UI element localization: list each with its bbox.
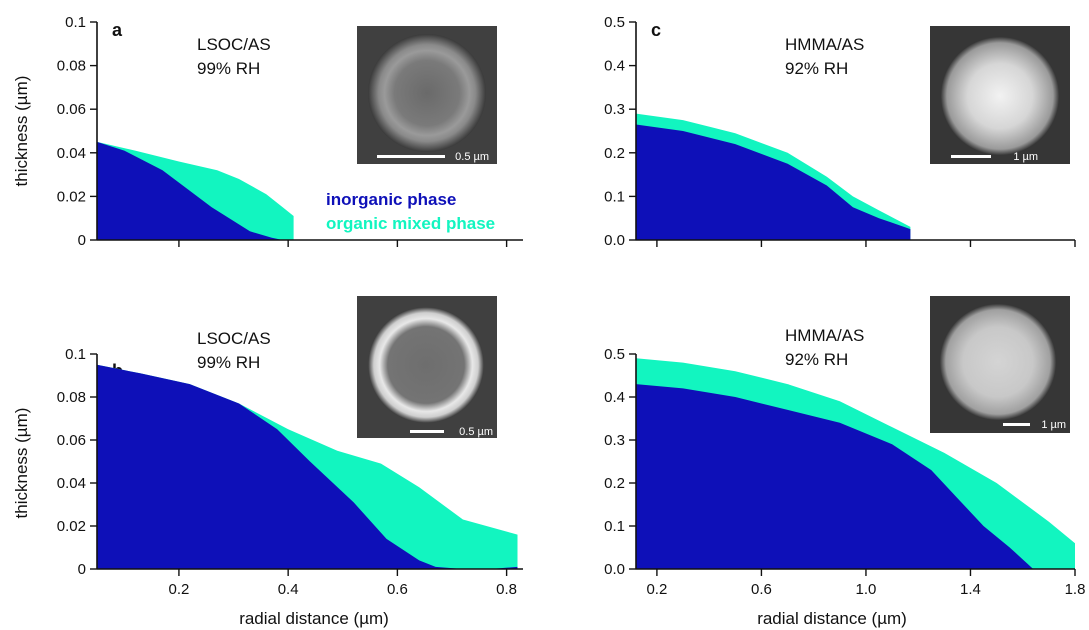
panel-a-ytick-label: 0.02	[57, 188, 86, 205]
panel-c-ytick-label: 0.4	[604, 58, 625, 75]
panel-b-annotation-sample: LSOC/AS	[197, 329, 271, 348]
panel-b-annotation-rh: 99% RH	[197, 353, 260, 372]
panel-d-xtick-label: 0.2	[646, 581, 667, 598]
panel-c-annotation-rh: 92% RH	[785, 59, 848, 78]
panel-b-xtick-label: 0.2	[168, 581, 189, 598]
panel-c-ytick-label: 0.5	[604, 14, 625, 31]
panel-a-ylabel: thickness (µm)	[12, 76, 31, 187]
panel-a-annotation-rh: 99% RH	[197, 59, 260, 78]
panel-c-scale-label: 1 µm	[1013, 151, 1038, 163]
panel-d-xtick-label: 1.4	[960, 581, 981, 598]
panel-d-xlabel: radial distance (µm)	[757, 609, 907, 628]
panel-d-ytick-label: 0.5	[604, 346, 625, 363]
panel-b-ytick-label: 0.1	[65, 346, 86, 363]
panel-d-xtick-label: 1.0	[856, 581, 877, 598]
panel-c-ytick-label: 0.1	[604, 188, 625, 205]
panel-b-inset-image: 0.5 µm	[357, 296, 497, 438]
panel-d-ytick-label: 0.0	[604, 561, 625, 578]
legend-inorganic-phase: inorganic phase	[326, 190, 456, 209]
panel-d-xtick-label: 0.6	[751, 581, 772, 598]
panel-b-scale-label: 0.5 µm	[459, 426, 493, 438]
panel-d-ytick-label: 0.1	[604, 518, 625, 535]
panel-c-plot: 0.0 0.1 0.2 0.3 0.4 0.5	[604, 14, 1076, 249]
panel-b-plot: 0 0.02 0.04 0.06 0.08 0.1 0.2 0.4 0.6 0.8	[57, 346, 523, 598]
panel-c-ytick-label: 0.2	[604, 145, 625, 162]
panel-d-scale-label: 1 µm	[1041, 419, 1066, 431]
panel-b-ytick-label: 0.04	[57, 475, 86, 492]
panel-a-ytick-label: 0.06	[57, 101, 86, 118]
panel-d-inset-image: 1 µm	[930, 296, 1070, 433]
panel-a-inset-image: 0.5 µm	[357, 26, 497, 164]
panel-a-letter: a	[112, 20, 123, 40]
panel-d-ytick-label: 0.4	[604, 389, 625, 406]
panel-b-xtick-label: 0.6	[387, 581, 408, 598]
panel-d-ytick-label: 0.2	[604, 475, 625, 492]
panel-b-xtick-label: 0.4	[278, 581, 299, 598]
legend-organic-mixed-phase: organic mixed phase	[326, 214, 495, 233]
panel-c-annotation-sample: HMMA/AS	[785, 35, 864, 54]
panel-b-xlabel: radial distance (µm)	[239, 609, 389, 628]
panel-b-inorganic-area	[97, 364, 518, 569]
panel-a-inorganic-area	[97, 141, 283, 240]
panel-a-plot: 0 0.02 0.04 0.06 0.08 0.1	[57, 14, 523, 249]
panel-c-letter: c	[651, 20, 661, 40]
panel-a-ytick-label: 0.1	[65, 14, 86, 31]
panel-a-ytick-label: 0	[78, 232, 86, 249]
panel-b-ylabel: thickness (µm)	[12, 408, 31, 519]
panel-a-ytick-label: 0.08	[57, 58, 86, 75]
panel-b-xtick-label: 0.8	[496, 581, 517, 598]
panel-c-inorganic-area	[636, 124, 911, 240]
panel-d-inorganic-area	[636, 384, 1034, 569]
panel-a-ytick-label: 0.04	[57, 145, 86, 162]
panel-a-scale-label: 0.5 µm	[455, 151, 489, 163]
panel-a-annotation-sample: LSOC/AS	[197, 35, 271, 54]
panel-c-ytick-label: 0.0	[604, 232, 625, 249]
panel-b-ytick-label: 0	[78, 561, 86, 578]
panel-b-ytick-label: 0.08	[57, 389, 86, 406]
panel-d-annotation-rh: 92% RH	[785, 350, 848, 369]
panel-d-xtick-label: 1.8	[1065, 581, 1086, 598]
panel-d-annotation-sample: HMMA/AS	[785, 326, 864, 345]
panel-d-plot: 0.0 0.1 0.2 0.3 0.4 0.5 0.2 0.6 1.0 1.4 1.8	[604, 346, 1085, 598]
panel-c-ytick-label: 0.3	[604, 101, 625, 118]
panel-d-ytick-label: 0.3	[604, 432, 625, 449]
panel-b-ytick-label: 0.06	[57, 432, 86, 449]
panel-c-inset-image: 1 µm	[930, 26, 1070, 164]
panel-b-ytick-label: 0.02	[57, 518, 86, 535]
